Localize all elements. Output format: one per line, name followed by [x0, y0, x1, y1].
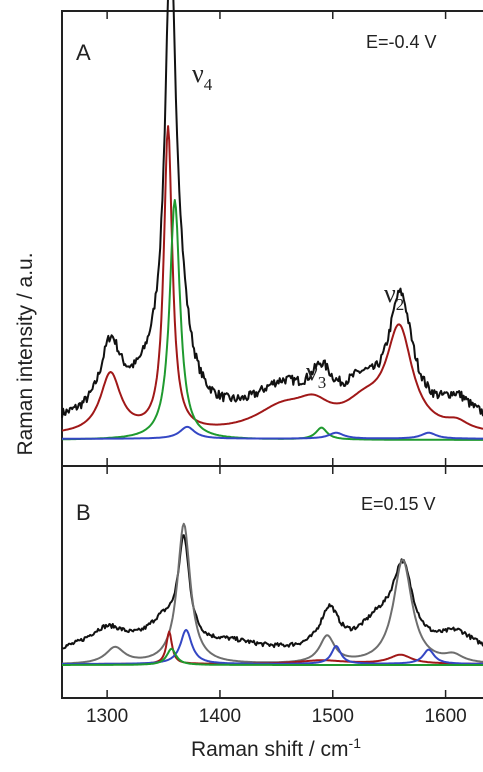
peak-label-nu3: ν3 [306, 357, 326, 392]
panel-b: B E=0.15 V [61, 494, 483, 666]
panel-b-curves [61, 522, 483, 666]
peak-label-nu3-subscript: 3 [318, 373, 327, 392]
plot-frame [61, 10, 483, 699]
panel-a-measured-line [61, 0, 483, 419]
peak-label-nu2: ν2 [384, 279, 404, 314]
x-tick-label-1600: 1600 [424, 706, 466, 727]
panel-b-blue-line [62, 628, 483, 665]
x-axis-ticks: 1300 1400 1500 1600 [86, 11, 467, 727]
panel-a-letter: A [76, 40, 91, 65]
panel-a-blue-line [62, 425, 483, 440]
peak-label-nu2-symbol: ν [384, 279, 396, 308]
panel-b-letter: B [76, 500, 91, 525]
x-axis-title-superscript: -1 [349, 735, 362, 751]
panel-b-green-line [62, 647, 483, 666]
x-axis-title: Raman shift / cm-1 [191, 735, 361, 761]
panel-b-gray-line [61, 522, 483, 665]
panel-a-potential: E=-0.4 V [366, 32, 437, 52]
peak-label-nu4: ν4 [192, 59, 213, 94]
panel-b-measured-line [61, 534, 483, 650]
panel-b-potential: E=0.15 V [361, 494, 436, 514]
peak-label-nu3-symbol: ν [306, 357, 318, 386]
x-tick-label-1500: 1500 [312, 706, 354, 727]
peak-label-nu4-symbol: ν [192, 59, 204, 88]
peak-label-nu4-subscript: 4 [204, 75, 213, 94]
x-tick-label-1300: 1300 [86, 706, 128, 727]
panel-a-red-line [61, 125, 483, 432]
y-axis-title: Raman intensity / a.u. [14, 252, 37, 455]
peak-label-nu2-subscript: 2 [396, 295, 405, 314]
x-tick-label-1400: 1400 [199, 706, 241, 727]
panel-a-curves [61, 0, 483, 441]
